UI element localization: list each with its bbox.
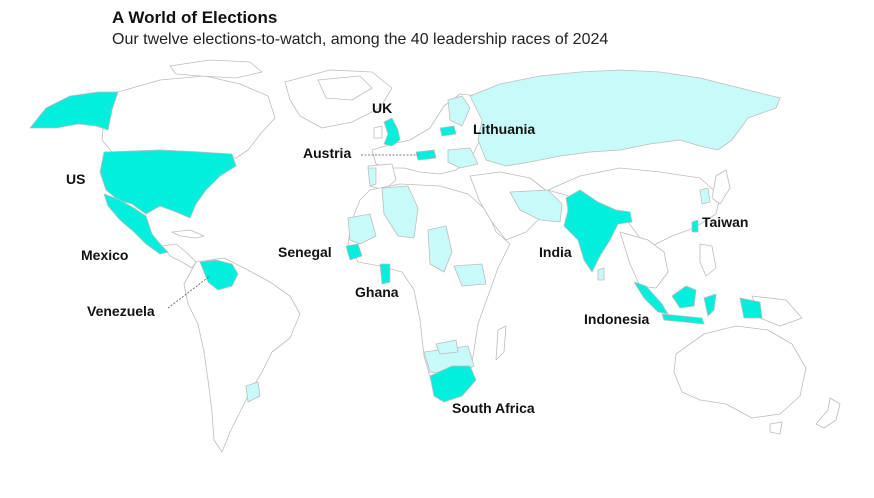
land-southeast-asia <box>619 231 669 289</box>
country-taiwan <box>691 219 699 233</box>
country-uruguay <box>245 381 261 403</box>
map-title: A World of Elections <box>112 8 278 27</box>
base-land <box>101 59 841 453</box>
land-new-zealand <box>815 397 841 429</box>
country-venezuela <box>199 259 239 291</box>
label-south-africa: South Africa <box>452 400 535 416</box>
country-southern-africa <box>435 339 459 355</box>
label-india: India <box>539 244 572 260</box>
country-labels: US Mexico Venezuela UK Austria Lithuania… <box>66 100 748 416</box>
country-iran-pakistan <box>509 189 563 223</box>
country-south-africa <box>429 365 477 403</box>
land-philippines <box>699 243 717 277</box>
label-taiwan: Taiwan <box>702 214 748 230</box>
leader-lines <box>167 154 418 309</box>
country-indonesia-borneo <box>671 285 697 309</box>
country-us-alaska <box>29 91 119 131</box>
label-senegal: Senegal <box>278 244 332 260</box>
land-middle-east <box>469 171 549 241</box>
country-uk <box>383 117 401 147</box>
label-us: US <box>66 171 85 187</box>
land-south-america <box>183 257 301 453</box>
country-finland <box>447 95 471 127</box>
label-austria: Austria <box>303 145 351 161</box>
country-portugal-etc <box>367 167 377 187</box>
country-indonesia-java <box>661 313 705 325</box>
land-arctic-islands <box>169 59 263 79</box>
label-uk: UK <box>372 100 392 116</box>
land-tasmania <box>769 421 783 435</box>
country-lithuania <box>439 125 457 137</box>
country-ethiopia <box>453 263 487 287</box>
country-sri-lanka <box>597 267 605 281</box>
country-indonesia-papua <box>739 297 763 319</box>
land-ireland <box>373 125 383 139</box>
country-mauritania <box>347 213 377 245</box>
country-ghana <box>379 263 391 285</box>
country-chad <box>427 225 453 273</box>
land-japan <box>711 169 731 205</box>
label-lithuania: Lithuania <box>473 121 535 137</box>
label-venezuela: Venezuela <box>87 303 155 319</box>
country-mexico <box>103 193 169 255</box>
country-india <box>563 189 633 273</box>
country-senegal <box>345 243 363 261</box>
country-russia <box>469 69 781 167</box>
country-indonesia-sulawesi <box>703 293 717 317</box>
venezuela-leader-line <box>167 275 211 309</box>
land-madagascar <box>495 325 507 361</box>
country-south-korea <box>699 187 711 205</box>
label-ghana: Ghana <box>355 284 399 300</box>
country-us <box>99 149 237 219</box>
land-canada <box>101 75 276 159</box>
land-australia <box>673 325 807 419</box>
land-cuba <box>171 229 205 239</box>
featured-elections <box>29 91 763 403</box>
label-indonesia: Indonesia <box>584 311 650 327</box>
country-greenland-light <box>317 75 373 101</box>
map-subtitle: Our twelve elections-to-watch, among the… <box>112 31 609 48</box>
label-mexico: Mexico <box>81 247 128 263</box>
country-algeria <box>381 185 419 239</box>
country-belarus-ukraine <box>447 147 479 169</box>
land-central-america <box>161 243 197 269</box>
country-indonesia-sumatra <box>633 281 669 315</box>
country-austria <box>415 149 437 161</box>
